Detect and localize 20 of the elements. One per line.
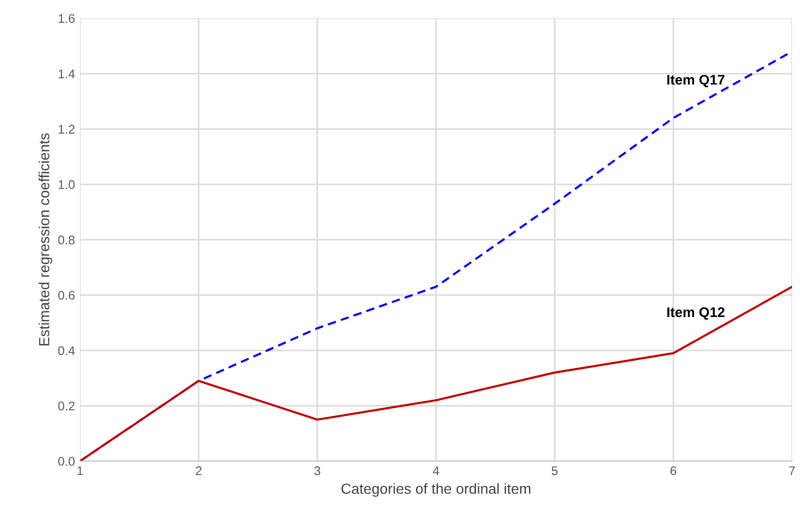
y-tick-label: 1.6	[58, 14, 75, 23]
y-axis-title: Estimated regression coefficients	[38, 133, 52, 346]
y-tick-label: 0.2	[58, 402, 75, 410]
y-tick-label: 1.0	[58, 180, 75, 190]
x-tick-label: 1	[77, 466, 83, 476]
y-tick-label: 0.4	[58, 346, 75, 356]
x-tick-label: 6	[670, 466, 676, 476]
x-tick-label: 3	[314, 466, 320, 476]
y-tick-label: 0.0	[58, 456, 75, 466]
x-axis-title: Categories of the ordinal item	[342, 483, 530, 497]
series-label: Item Q17	[667, 74, 724, 88]
y-tick-label: 0.6	[58, 290, 75, 300]
x-tick-label: 2	[196, 466, 202, 476]
series-label: Item Q12	[667, 307, 724, 320]
y-tick-label: 0.8	[58, 236, 75, 244]
x-tick-label: 5	[552, 466, 558, 476]
x-tick-label: 4	[432, 466, 440, 476]
x-tick-label: 7	[789, 466, 795, 476]
y-tick-label: 1.4	[58, 70, 75, 78]
y-tick-label: 1.2	[58, 124, 75, 134]
